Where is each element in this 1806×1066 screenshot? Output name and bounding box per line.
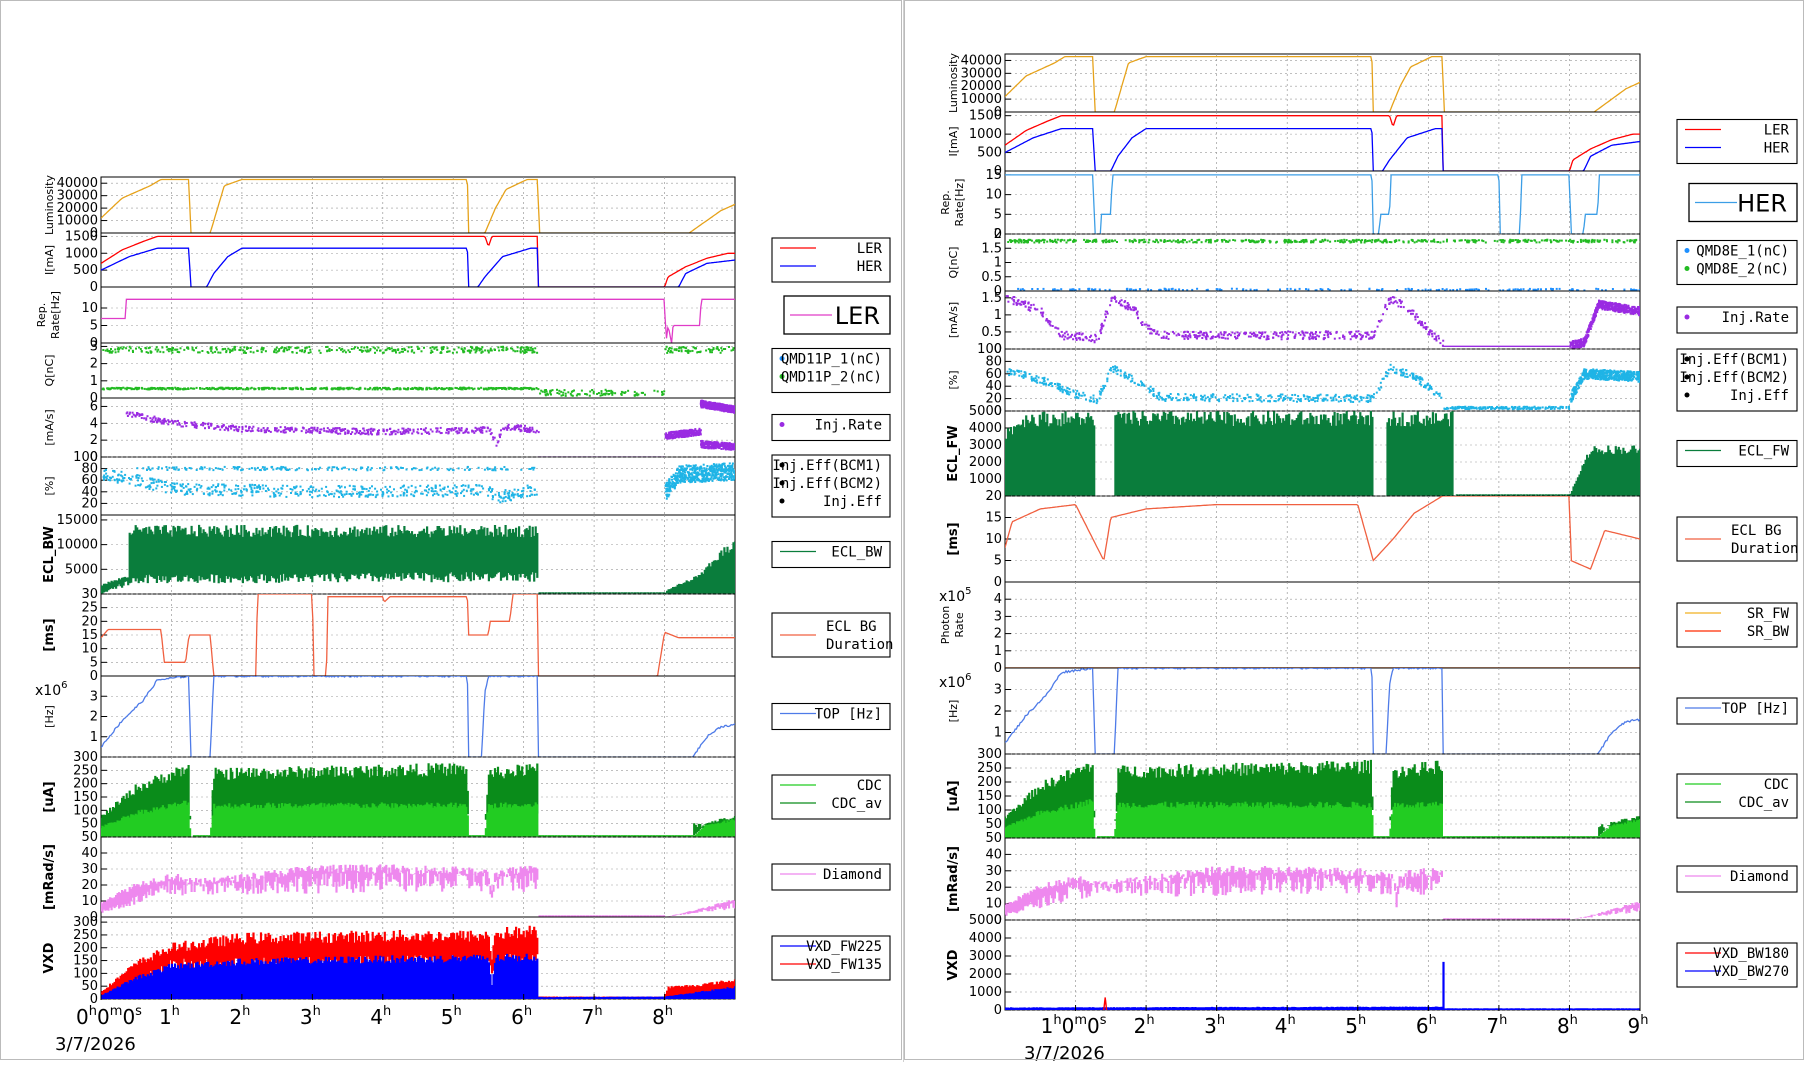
left-panel-frame [0,0,902,1060]
right-panel-frame [904,0,1804,1060]
